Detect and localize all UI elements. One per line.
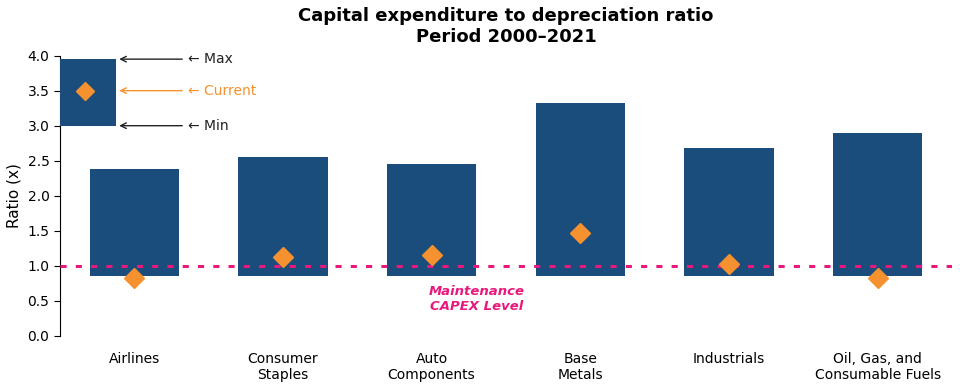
Text: Maintenance
CAPEX Level: Maintenance CAPEX Level xyxy=(428,286,524,314)
Bar xyxy=(536,103,625,276)
Bar xyxy=(387,163,476,276)
Bar xyxy=(684,148,774,276)
Y-axis label: Ratio (x): Ratio (x) xyxy=(7,163,22,228)
Bar xyxy=(238,156,327,276)
Bar xyxy=(54,59,116,126)
Bar xyxy=(89,169,179,276)
Text: ← Max: ← Max xyxy=(121,52,232,66)
Text: ← Min: ← Min xyxy=(121,119,228,133)
Text: ← Current: ← Current xyxy=(121,84,256,98)
Bar xyxy=(833,133,923,276)
Title: Capital expenditure to depreciation ratio
Period 2000–2021: Capital expenditure to depreciation rati… xyxy=(299,7,713,46)
